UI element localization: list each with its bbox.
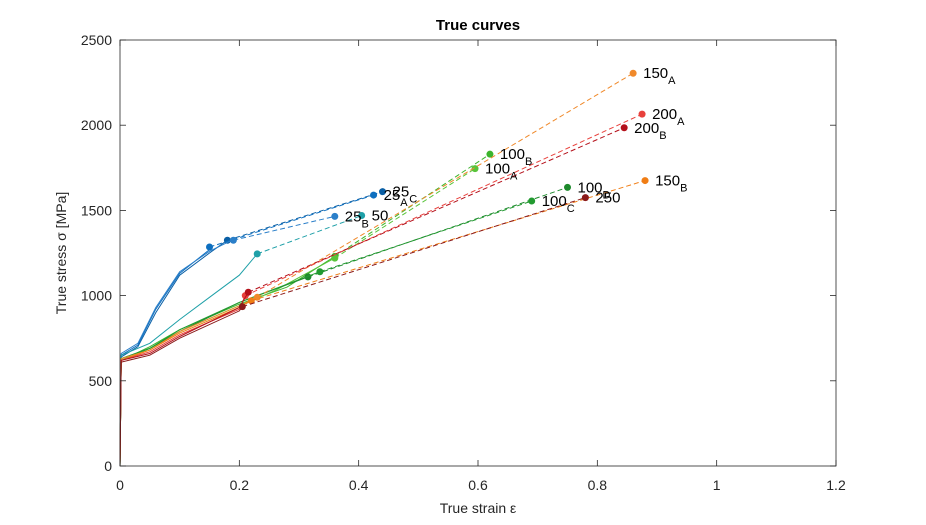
x-axis-label: True strain ε	[440, 500, 517, 516]
x-tick-label: 0.4	[349, 477, 369, 493]
series-extrapolation-line	[227, 191, 383, 241]
series-line	[119, 271, 321, 467]
fracture-point-marker	[581, 194, 589, 202]
series-end-label: 100C	[542, 193, 575, 215]
x-tick-label: 0	[116, 477, 124, 493]
series-line	[119, 238, 234, 467]
fracture-point-marker	[358, 212, 366, 220]
fracture-point-marker	[638, 110, 646, 118]
y-tick-label: 2000	[81, 117, 112, 133]
series-line	[119, 306, 243, 467]
series-line	[119, 300, 252, 467]
series-line	[119, 296, 258, 467]
necking-point-marker	[253, 250, 261, 258]
series-extrapolation-line	[248, 127, 625, 293]
series-end-label: 200B	[634, 120, 666, 142]
fracture-point-marker	[486, 150, 494, 158]
series-end-label: 100D	[578, 179, 611, 201]
series-extrapolation-line	[251, 180, 646, 302]
series-end-label: 25B	[345, 208, 369, 230]
series-end-label: 150A	[643, 65, 676, 87]
fracture-point-marker	[528, 197, 536, 205]
series-extrapolation-line	[209, 194, 374, 248]
series-end-label: 250	[595, 190, 620, 207]
fracture-point-marker	[641, 177, 649, 185]
axes-layer	[119, 39, 837, 467]
x-tick-label: 1	[713, 477, 721, 493]
fracture-point-marker	[331, 212, 339, 220]
fracture-point-marker	[620, 124, 628, 132]
series-end-label: 150B	[655, 173, 687, 195]
fracture-point-marker	[564, 183, 571, 191]
y-tick-label: 500	[89, 373, 113, 389]
plot-area-frame	[119, 39, 837, 467]
series-extrapolation-line	[242, 197, 586, 308]
series-extrapolation-line	[245, 113, 643, 297]
necking-point-marker	[206, 243, 213, 251]
series-extrapolation-line	[334, 168, 476, 259]
fracture-point-marker	[379, 188, 387, 196]
x-tick-label: 1.2	[826, 477, 846, 493]
y-tick-label: 1000	[81, 288, 112, 304]
series-line	[119, 276, 309, 467]
series-extrapolation-line	[233, 215, 335, 241]
series-end-label: 200A	[652, 106, 685, 128]
series-end-label: 100B	[500, 146, 532, 168]
series-end-label: 100A	[485, 161, 518, 183]
fracture-point-marker	[471, 165, 479, 173]
series-end-label: 50	[372, 208, 389, 225]
fracture-point-marker	[629, 69, 637, 77]
necking-point-marker	[244, 288, 252, 296]
chart-title: True curves	[436, 17, 520, 34]
y-tick-label: 0	[104, 458, 112, 474]
series-end-label: 25A	[384, 187, 409, 209]
necking-point-marker	[229, 236, 237, 244]
necking-point-marker	[331, 254, 339, 262]
necking-point-marker	[247, 297, 255, 305]
series-extrapolation-line	[319, 200, 532, 273]
series-extrapolation-line	[256, 72, 634, 298]
y-tick-label: 2500	[81, 32, 112, 48]
series-line	[119, 257, 336, 467]
fracture-point-marker	[370, 191, 378, 199]
series-line	[119, 253, 258, 467]
series-line	[119, 291, 249, 467]
curves-layer	[119, 69, 649, 467]
y-tick-label: 1500	[81, 202, 112, 218]
ticks-layer: 0 0.2 0.4 0.6 0.8 1 1.2 0 500 1000 1500 2000 2500	[81, 32, 846, 493]
x-tick-label: 0.2	[230, 477, 250, 493]
necking-point-marker	[238, 303, 246, 311]
series-extrapolation-line	[257, 215, 362, 255]
x-tick-label: 0.8	[588, 477, 608, 493]
x-tick-label: 0.6	[468, 477, 488, 493]
series-line	[119, 295, 246, 467]
y-axis-label: True stress σ [MPa]	[53, 192, 69, 314]
series-line	[119, 255, 336, 467]
necking-point-marker	[316, 268, 324, 276]
series-end-label: 25C	[393, 184, 418, 206]
